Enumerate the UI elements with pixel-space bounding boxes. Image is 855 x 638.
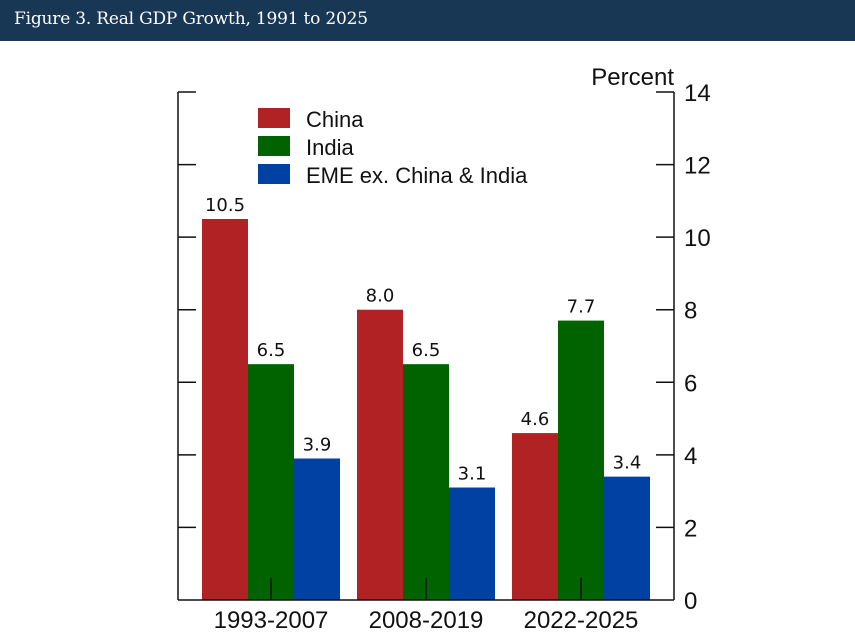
data-label: 8.0 bbox=[366, 286, 395, 307]
data-label: 6.5 bbox=[412, 340, 441, 361]
data-label: 6.5 bbox=[257, 340, 286, 361]
bar-india-1993-2007 bbox=[248, 364, 294, 600]
bar-eme-ex-china-india-2008-2019 bbox=[449, 487, 495, 600]
y-tick-label: 12 bbox=[684, 153, 711, 180]
legend-label: EME ex. China & India bbox=[306, 163, 528, 188]
y-tick-label: 6 bbox=[684, 370, 697, 397]
y-tick-label: 0 bbox=[684, 588, 697, 615]
data-label: 10.5 bbox=[205, 195, 245, 216]
data-label: 3.1 bbox=[458, 464, 487, 485]
axes-group: 1993-2007 2008-2019 2022-2025 0 2 4 6 8 10 12 14 bbox=[177, 80, 711, 634]
y-axis-unit-label: Percent bbox=[591, 64, 674, 91]
legend-label: India bbox=[306, 135, 354, 160]
data-label: 3.9 bbox=[303, 434, 332, 455]
legend-swatch bbox=[258, 164, 290, 184]
data-label: 4.6 bbox=[521, 409, 550, 430]
y-tick-label: 8 bbox=[684, 298, 697, 325]
y-tick-label: 2 bbox=[684, 515, 697, 542]
bar-eme-ex-china-india-1993-2007 bbox=[294, 458, 340, 600]
bar-india-2022-2025 bbox=[558, 320, 604, 600]
x-tick-label: 2022-2025 bbox=[524, 607, 639, 634]
y-tick-label: 14 bbox=[684, 80, 711, 107]
data-label: 3.4 bbox=[613, 453, 642, 474]
bar-china-2022-2025 bbox=[512, 433, 558, 600]
bars-group: 10.5 6.5 3.9 8.0 6.5 3.1 4.6 7.7 3.4 bbox=[202, 195, 650, 600]
data-label: 7.7 bbox=[567, 297, 596, 318]
x-tick-label: 1993-2007 bbox=[214, 607, 329, 634]
figure-header: Figure 3. Real GDP Growth, 1991 to 2025 bbox=[0, 0, 855, 41]
y-tick-label: 10 bbox=[684, 225, 711, 252]
legend-label: China bbox=[306, 107, 364, 132]
legend-swatch bbox=[258, 108, 290, 128]
bar-eme-ex-china-india-2022-2025 bbox=[604, 476, 650, 600]
legend: China India EME ex. China & India bbox=[258, 107, 528, 188]
y-tick-label: 4 bbox=[684, 443, 697, 470]
figure-title: Figure 3. Real GDP Growth, 1991 to 2025 bbox=[14, 9, 368, 29]
bar-india-2008-2019 bbox=[403, 364, 449, 600]
bar-china-2008-2019 bbox=[357, 309, 403, 600]
bar-china-1993-2007 bbox=[202, 219, 248, 600]
legend-swatch bbox=[258, 136, 290, 156]
x-tick-label: 2008-2019 bbox=[369, 607, 484, 634]
